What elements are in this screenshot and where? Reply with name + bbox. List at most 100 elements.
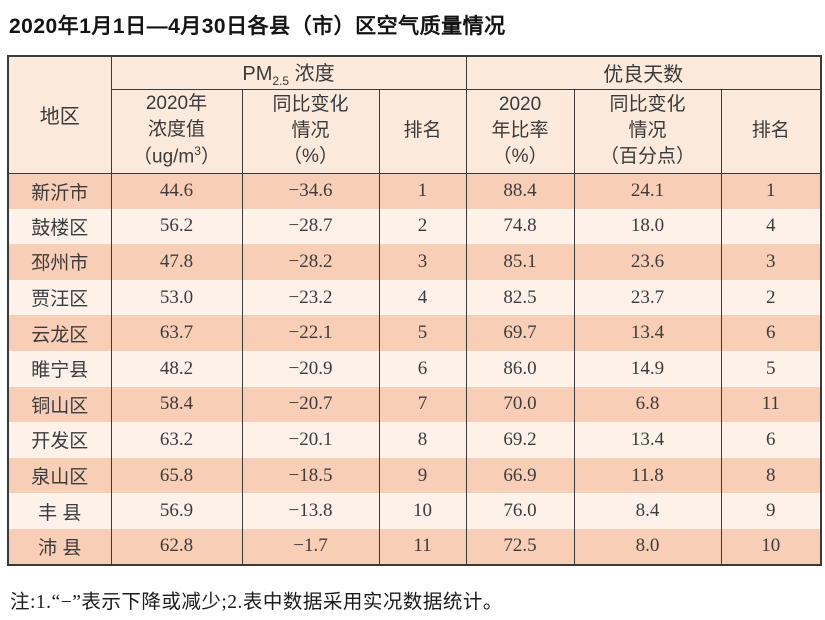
air-quality-table: 地区 PM2.5 浓度 优良天数 2020年 浓度值 （ug/m3） 同比变化 … — [7, 55, 823, 566]
pm-rank-cell: 1 — [378, 173, 467, 209]
region-cell: 泉山区 — [7, 457, 112, 494]
footnote: 注:1.“−”表示下降或减少;2.表中数据采用实况数据统计。 — [10, 591, 503, 613]
table-row: 丰 县 56.9 −13.8 10 76.0 8.4 9 — [7, 493, 822, 529]
good-days-change-cell: 24.1 — [573, 173, 722, 209]
pm-rank-cell: 6 — [378, 350, 467, 387]
good-days-ratio-cell: 82.5 — [465, 279, 575, 316]
good-days-rank-cell: 4 — [720, 208, 822, 245]
good-days-ratio-cell: 69.2 — [465, 422, 575, 458]
pm-concentration-cell: 44.6 — [110, 173, 243, 209]
pm-concentration-cell: 63.2 — [110, 422, 243, 458]
table-row: 睢宁县 48.2 −20.9 6 86.0 14.9 5 — [7, 350, 822, 387]
pm-rank-cell: 8 — [378, 422, 467, 458]
table-row: 沛 县 62.8 −1.7 11 72.5 8.0 10 — [7, 528, 822, 565]
good-days-change-cell: 6.8 — [573, 386, 722, 423]
region-cell: 开发区 — [7, 422, 112, 458]
pm-concentration-cell: 53.0 — [110, 279, 243, 316]
good-days-rank-cell: 10 — [720, 528, 822, 565]
pm-concentration-cell: 62.8 — [110, 528, 243, 565]
good-days-rank-cell: 2 — [720, 279, 822, 316]
table-body: 新沂市 44.6 −34.6 1 88.4 24.1 1 鼓楼区 56.2 −2… — [7, 173, 822, 565]
good-days-change-cell: 14.9 — [573, 350, 722, 387]
header-group-good-days: 优良天数 — [465, 56, 822, 90]
pm-change-cell: −23.2 — [241, 279, 380, 316]
table-row: 贾汪区 53.0 −23.2 4 82.5 23.7 2 — [7, 279, 822, 316]
region-cell: 睢宁县 — [7, 350, 112, 387]
region-cell: 鼓楼区 — [7, 208, 112, 245]
header-ratio: 2020 年比率 （%） — [465, 89, 575, 174]
pm-rank-cell: 11 — [378, 528, 467, 565]
good-days-change-cell: 23.7 — [573, 279, 722, 316]
header-group-pm25: PM2.5 浓度 — [110, 56, 467, 90]
good-days-rank-cell: 6 — [720, 422, 822, 458]
good-days-ratio-cell: 86.0 — [465, 350, 575, 387]
pm-rank-cell: 7 — [378, 386, 467, 423]
pm-concentration-cell: 47.8 — [110, 244, 243, 280]
good-days-ratio-cell: 70.0 — [465, 386, 575, 423]
good-days-rank-cell: 9 — [720, 493, 822, 529]
pm-change-cell: −18.5 — [241, 457, 380, 494]
region-cell: 邳州市 — [7, 244, 112, 280]
table-row: 开发区 63.2 −20.1 8 69.2 13.4 6 — [7, 422, 822, 458]
pm-rank-cell: 3 — [378, 244, 467, 280]
good-days-rank-cell: 11 — [720, 386, 822, 423]
table-row: 泉山区 65.8 −18.5 9 66.9 11.8 8 — [7, 457, 822, 494]
page-title: 2020年1月1日—4月30日各县（市）区空气质量情况 — [9, 15, 506, 38]
pm-concentration-cell: 58.4 — [110, 386, 243, 423]
pm-change-cell: −34.6 — [241, 173, 380, 209]
pm-change-cell: −28.2 — [241, 244, 380, 280]
pm-rank-cell: 4 — [378, 279, 467, 316]
pm-concentration-cell: 65.8 — [110, 457, 243, 494]
pm-rank-cell: 5 — [378, 315, 467, 351]
pm-change-cell: −20.1 — [241, 422, 380, 458]
good-days-change-cell: 8.0 — [573, 528, 722, 565]
pm-concentration-cell: 48.2 — [110, 350, 243, 387]
region-cell: 贾汪区 — [7, 279, 112, 316]
pm-change-cell: −20.9 — [241, 350, 380, 387]
header-pm-change: 同比变化 情况 （%） — [241, 89, 380, 174]
good-days-rank-cell: 8 — [720, 457, 822, 494]
pm-concentration-cell: 56.2 — [110, 208, 243, 245]
table-row: 新沂市 44.6 −34.6 1 88.4 24.1 1 — [7, 173, 822, 209]
pm-change-cell: −13.8 — [241, 493, 380, 529]
header-concentration: 2020年 浓度值 （ug/m3） — [110, 89, 243, 174]
region-cell: 丰 县 — [7, 493, 112, 529]
region-cell: 铜山区 — [7, 386, 112, 423]
header-days-rank: 排名 — [720, 89, 822, 174]
region-cell: 沛 县 — [7, 528, 112, 565]
region-cell: 新沂市 — [7, 173, 112, 209]
pm-change-cell: −28.7 — [241, 208, 380, 245]
good-days-ratio-cell: 66.9 — [465, 457, 575, 494]
pm25-label: PM2.5 浓度 — [242, 63, 335, 89]
table-row: 云龙区 63.7 −22.1 5 69.7 13.4 6 — [7, 315, 822, 351]
good-days-rank-cell: 5 — [720, 350, 822, 387]
header-pm-rank: 排名 — [378, 89, 467, 174]
good-days-change-cell: 11.8 — [573, 457, 722, 494]
pm-change-cell: −1.7 — [241, 528, 380, 565]
good-days-ratio-cell: 72.5 — [465, 528, 575, 565]
good-days-ratio-cell: 85.1 — [465, 244, 575, 280]
pm-rank-cell: 9 — [378, 457, 467, 494]
pm-concentration-cell: 63.7 — [110, 315, 243, 351]
header-days-change: 同比变化 情况 （百分点） — [573, 89, 722, 174]
pm-change-cell: −22.1 — [241, 315, 380, 351]
table-row: 鼓楼区 56.2 −28.7 2 74.8 18.0 4 — [7, 208, 822, 245]
table-row: 铜山区 58.4 −20.7 7 70.0 6.8 11 — [7, 386, 822, 423]
good-days-ratio-cell: 76.0 — [465, 493, 575, 529]
good-days-change-cell: 8.4 — [573, 493, 722, 529]
table-header: 地区 PM2.5 浓度 优良天数 2020年 浓度值 （ug/m3） 同比变化 … — [7, 56, 822, 174]
good-days-ratio-cell: 74.8 — [465, 208, 575, 245]
pm-concentration-cell: 56.9 — [110, 493, 243, 529]
good-days-change-cell: 23.6 — [573, 244, 722, 280]
good-days-rank-cell: 3 — [720, 244, 822, 280]
good-days-ratio-cell: 69.7 — [465, 315, 575, 351]
header-region: 地区 — [7, 56, 112, 174]
good-days-rank-cell: 6 — [720, 315, 822, 351]
pm-rank-cell: 2 — [378, 208, 467, 245]
good-days-change-cell: 13.4 — [573, 315, 722, 351]
good-days-change-cell: 18.0 — [573, 208, 722, 245]
good-days-ratio-cell: 88.4 — [465, 173, 575, 209]
pm-rank-cell: 10 — [378, 493, 467, 529]
region-cell: 云龙区 — [7, 315, 112, 351]
